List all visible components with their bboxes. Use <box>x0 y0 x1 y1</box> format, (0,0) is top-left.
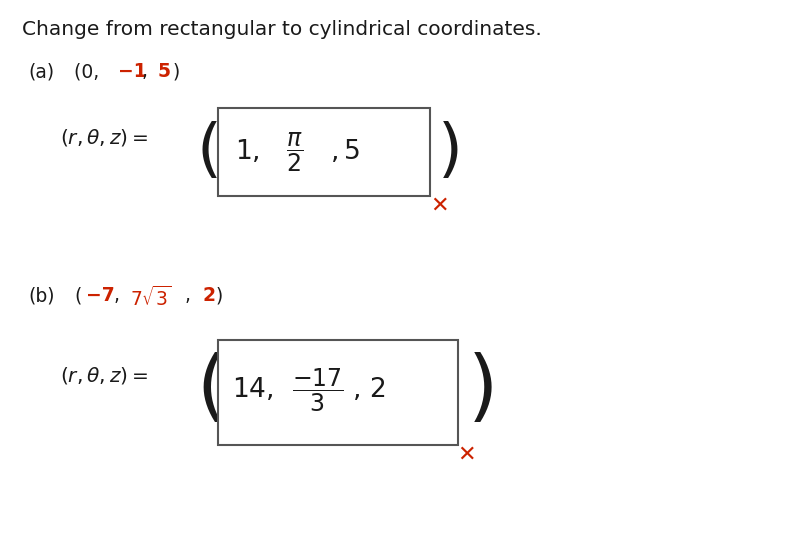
Text: $1,$: $1,$ <box>235 139 260 165</box>
Text: $\dfrac{\pi}{2}$: $\dfrac{\pi}{2}$ <box>286 131 303 174</box>
Text: $14,$: $14,$ <box>232 376 274 404</box>
Text: ): ) <box>173 62 181 81</box>
Text: ): ) <box>438 121 463 183</box>
Text: $\dfrac{-17}{3}$: $\dfrac{-17}{3}$ <box>292 366 344 413</box>
Text: ,: , <box>185 286 194 305</box>
Bar <box>218 340 458 445</box>
Text: ): ) <box>216 286 224 305</box>
Text: ,: , <box>114 286 124 305</box>
Text: $(r, \theta, z)=$: $(r, \theta, z)=$ <box>60 364 148 386</box>
Text: (a): (a) <box>28 62 54 81</box>
Text: (0,: (0, <box>74 62 103 81</box>
Text: $,\,2$: $,\,2$ <box>352 376 386 404</box>
Text: −7: −7 <box>86 286 115 305</box>
Text: $,5$: $,5$ <box>330 139 360 165</box>
Text: (: ( <box>196 121 221 183</box>
Text: ): ) <box>468 352 498 428</box>
Text: $(r, \theta, z)=$: $(r, \theta, z)=$ <box>60 127 148 149</box>
Text: (: ( <box>196 352 226 428</box>
Text: ✕: ✕ <box>457 445 475 465</box>
Bar <box>218 108 430 196</box>
Text: ✕: ✕ <box>430 196 449 216</box>
Text: (b): (b) <box>28 286 54 305</box>
Text: $7\sqrt{3}$: $7\sqrt{3}$ <box>130 286 172 310</box>
Text: (: ( <box>74 286 81 305</box>
Text: Change from rectangular to cylindrical coordinates.: Change from rectangular to cylindrical c… <box>22 20 542 39</box>
Text: 5: 5 <box>158 62 171 81</box>
Text: −1: −1 <box>118 62 147 81</box>
Text: 2: 2 <box>202 286 215 305</box>
Text: ,: , <box>142 62 151 81</box>
